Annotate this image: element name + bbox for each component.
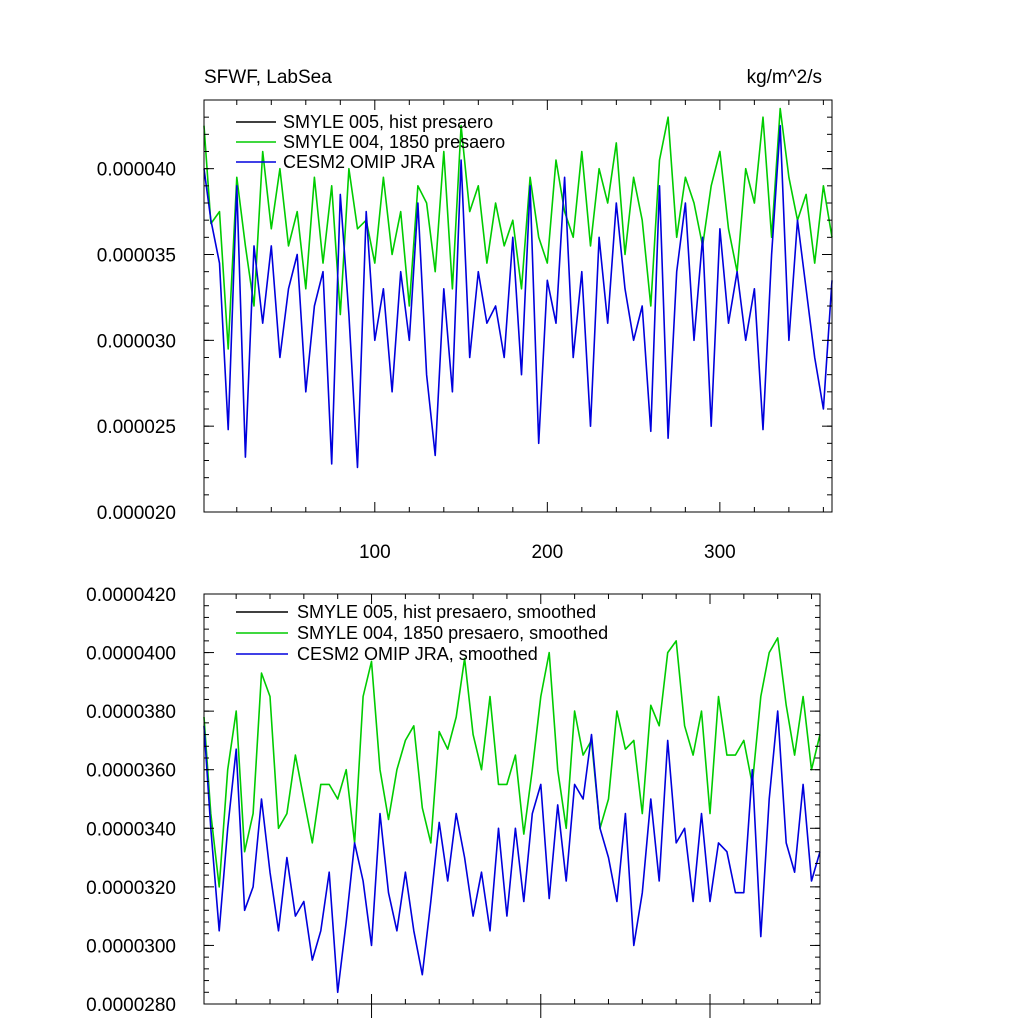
- y-tick-label: 0.0000380: [86, 702, 176, 723]
- y-tick-label: 0.000035: [97, 246, 176, 267]
- plot-frame: [203, 99, 833, 513]
- legend-label: CESM2 OMIP JRA: [283, 152, 435, 172]
- y-tick-label: 0.0000320: [86, 878, 176, 899]
- x-tick-label: 300: [704, 542, 736, 563]
- x-tick-labels: 100 200 300: [359, 542, 736, 563]
- legend-label: SMYLE 005, hist presaero, smoothed: [297, 602, 596, 622]
- series-group: [203, 107, 833, 469]
- y-tick-label: 0.0000340: [86, 819, 176, 840]
- y-tick-label: 0.0000360: [86, 761, 176, 782]
- y-tick-labels: 0.000020 0.000025 0.000030 0.000035 0.000040: [97, 160, 176, 524]
- y-tick-label: 0.000040: [97, 160, 176, 181]
- y-tick-label: 0.000020: [97, 503, 176, 524]
- series-line-1: [203, 637, 821, 888]
- x-tick-label: 200: [531, 542, 563, 563]
- series-line-1: [203, 107, 833, 350]
- chart-units: kg/m^2/s: [747, 67, 822, 88]
- series-group: [203, 637, 821, 994]
- legend-label: SMYLE 004, 1850 presaero: [283, 132, 505, 152]
- legend-label: SMYLE 004, 1850 presaero, smoothed: [297, 623, 608, 643]
- y-tick-labels: 0.0000280 0.0000300 0.0000320 0.0000340 0.00…: [86, 585, 176, 1016]
- bottom-chart-panel: 0.0000280 0.0000300 0.0000320 0.0000340 0.00…: [86, 585, 821, 1018]
- legend: SMYLE 005, hist presaero, smoothedSMYLE …: [236, 602, 608, 664]
- y-tick-label: 0.000030: [97, 331, 176, 352]
- y-tick-label: 0.0000420: [86, 585, 176, 606]
- top-chart-panel: SFWF, LabSea kg/m^2/s 0.0000200.0000250.…: [97, 67, 833, 563]
- y-tick-label: 0.0000280: [86, 995, 176, 1016]
- legend-label: SMYLE 005, hist presaero: [283, 112, 493, 132]
- y-tick-label: 0.0000400: [86, 644, 176, 665]
- y-tick-label: 0.000025: [97, 417, 176, 438]
- series-line-2: [203, 710, 821, 994]
- y-tick-label: 0.0000300: [86, 936, 176, 957]
- chart-title: SFWF, LabSea: [204, 67, 332, 88]
- x-tick-label: 100: [359, 542, 391, 563]
- plot-frame: [203, 593, 821, 1005]
- legend-label: CESM2 OMIP JRA, smoothed: [297, 644, 538, 664]
- series-line-2: [203, 124, 833, 469]
